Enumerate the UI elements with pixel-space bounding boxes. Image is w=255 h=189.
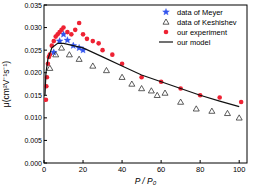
x-axis-label: P / P₀ (135, 176, 157, 186)
legend-swatch (163, 19, 169, 24)
data-point (53, 52, 59, 57)
y-tick (44, 5, 47, 6)
data-point (64, 37, 71, 44)
data-point (178, 99, 184, 104)
y-tick-label: 0.000 (24, 160, 42, 167)
chart: 0 20 40 60 80 100 0.000 0.005 0.010 0.015 0.020 0.0… (0, 0, 255, 189)
x-tick-label: 0 (42, 165, 46, 174)
data-point (44, 98, 48, 103)
data-point (90, 39, 95, 44)
legend: data of Meyerdata of Keshishevour experi… (159, 8, 237, 47)
x-tick (83, 160, 84, 163)
data-point (139, 86, 145, 91)
x-tick (122, 160, 123, 163)
data-point (73, 28, 78, 33)
x-tick-label: 100 (233, 165, 246, 174)
y-tick-label: 0.015 (24, 92, 42, 99)
data-point (119, 74, 125, 79)
data-point (239, 100, 244, 105)
y-tick (44, 140, 47, 141)
plot-frame (44, 5, 247, 163)
x-tick (161, 160, 162, 163)
legend-label: our model (177, 38, 211, 47)
y-tick-label: 0.025 (24, 47, 42, 54)
x-tick (200, 160, 201, 163)
data-point (96, 41, 101, 46)
y-tick (44, 163, 47, 164)
x-tick-label: 40 (118, 165, 126, 174)
legend-swatch (159, 41, 173, 42)
data-point (209, 108, 215, 113)
y-tick-label: 0.030 (24, 24, 42, 31)
data-point (154, 92, 160, 97)
y-tick (44, 27, 47, 28)
data-point (129, 81, 135, 86)
legend-label: data of Keshishev (177, 18, 237, 27)
y-axis-label: μ(cm²V⁻¹s⁻¹) (1, 61, 11, 107)
model-line (45, 43, 239, 106)
plot-area (44, 21, 243, 120)
y-tick-label: 0.020 (24, 69, 42, 76)
x-tick (239, 160, 240, 163)
data-point (59, 45, 65, 50)
data-point (103, 67, 109, 72)
y-tick-label: 0.035 (24, 2, 42, 9)
x-tick-label: 20 (79, 165, 87, 174)
data-point (100, 48, 105, 53)
y-tick-label: 0.005 (24, 137, 42, 144)
x-tick-label: 60 (157, 165, 165, 174)
data-point (51, 39, 56, 44)
data-point (66, 52, 72, 57)
data-point (65, 30, 70, 35)
data-point (162, 90, 168, 95)
data-point (236, 115, 242, 120)
data-point (193, 106, 199, 111)
data-point (110, 52, 115, 57)
data-point (90, 63, 96, 68)
legend-label: data of Meyer (177, 8, 223, 17)
data-point (217, 95, 222, 100)
data-point (148, 88, 154, 93)
data-point (224, 110, 230, 115)
data-point (77, 21, 82, 26)
data-point (61, 25, 66, 30)
data-point (76, 56, 82, 61)
x-tick-label: 80 (196, 165, 204, 174)
y-tick-label: 0.010 (24, 114, 42, 121)
y-tick (44, 117, 47, 118)
legend-swatch (164, 30, 169, 35)
y-tick (44, 50, 47, 51)
legend-swatch (163, 8, 170, 15)
data-point (85, 37, 90, 42)
data-point (69, 32, 74, 37)
data-point (81, 32, 86, 37)
legend-label: our experiment (177, 28, 228, 37)
